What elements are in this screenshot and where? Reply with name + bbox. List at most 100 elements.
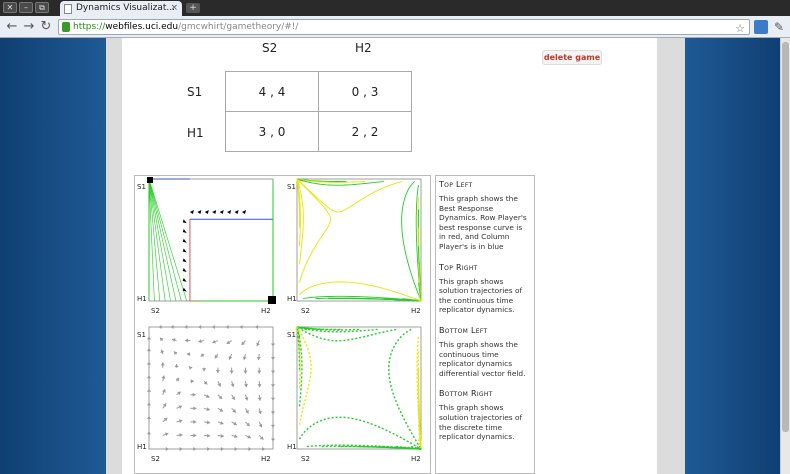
forward-icon[interactable]: → bbox=[23, 19, 35, 34]
arrowhead bbox=[219, 209, 224, 214]
vector-arrowhead bbox=[179, 447, 183, 451]
vector-arrowhead bbox=[233, 421, 237, 426]
delete-game-button[interactable]: delete game bbox=[542, 50, 602, 65]
payoff-cell-s1-h2: 0 , 3 bbox=[318, 71, 412, 112]
vector-arrowhead bbox=[165, 447, 169, 451]
vector-arrowhead bbox=[220, 447, 224, 451]
vector-arrowhead bbox=[256, 342, 260, 347]
axis-label-h2: H2 bbox=[411, 455, 421, 463]
back-icon[interactable]: ← bbox=[6, 19, 18, 34]
discrete-trajectory bbox=[296, 326, 312, 425]
plot-frame bbox=[148, 326, 274, 450]
page-background-right bbox=[685, 38, 780, 474]
vector-arrowhead bbox=[244, 396, 249, 401]
close-window-button[interactable]: ✕ bbox=[3, 2, 17, 13]
vector-arrowhead bbox=[217, 383, 222, 387]
description-title: Bottom Left bbox=[439, 325, 488, 335]
vector-arrowhead bbox=[163, 417, 168, 422]
vector-arrowhead bbox=[170, 325, 174, 329]
arrowhead bbox=[197, 209, 202, 214]
vector-arrowhead bbox=[179, 433, 183, 438]
equilibrium-point bbox=[268, 296, 276, 304]
tab-title: Dynamics Visualizat... bbox=[76, 3, 175, 13]
vector-arrowhead bbox=[172, 338, 176, 343]
vertical-scrollbar[interactable] bbox=[780, 38, 790, 474]
axis-label-h2: H2 bbox=[261, 455, 271, 463]
vector-arrowhead bbox=[193, 433, 197, 438]
vector-arrowhead bbox=[218, 395, 223, 400]
axis-label-h1: H1 bbox=[287, 443, 297, 451]
vector-arrowhead bbox=[192, 392, 196, 397]
trajectory-line bbox=[148, 178, 166, 302]
trajectory-line bbox=[148, 178, 155, 302]
url-host: webfiles.uci.edu bbox=[105, 22, 179, 32]
vector-arrowhead bbox=[158, 325, 162, 329]
vector-arrowhead bbox=[271, 357, 275, 361]
axis-label-s2: S2 bbox=[301, 307, 310, 315]
new-tab-button[interactable]: + bbox=[186, 3, 200, 13]
vector-arrowhead bbox=[175, 377, 179, 382]
plot-frame bbox=[296, 326, 422, 450]
tab-close-icon[interactable]: × bbox=[170, 3, 178, 13]
scrollbar-thumb[interactable] bbox=[782, 42, 789, 432]
address-bar[interactable]: https://webfiles.uci.edu/gmcwhirt/gameth… bbox=[58, 19, 750, 35]
vector-arrowhead bbox=[271, 438, 275, 442]
reload-icon[interactable]: ↻ bbox=[40, 19, 52, 34]
vector-field-plot bbox=[147, 325, 275, 451]
trajectory-line bbox=[299, 281, 422, 302]
payoff-row: 4 , 4 0 , 3 bbox=[225, 71, 412, 112]
vector-arrowhead bbox=[232, 409, 236, 413]
payoff-matrix: 4 , 4 0 , 3 3 , 0 2 , 2 bbox=[225, 71, 412, 152]
best-response-graph: S1 H1 S2 H2 bbox=[135, 176, 283, 324]
trajectory-line bbox=[296, 178, 304, 265]
arrowhead bbox=[212, 209, 217, 214]
description-text: This graph shows solution trajectories o… bbox=[439, 403, 523, 442]
discrete-trajectory bbox=[298, 416, 422, 450]
trajectory-line bbox=[148, 178, 161, 302]
axis-label-s2: S2 bbox=[151, 307, 160, 315]
vector-arrowhead bbox=[271, 370, 275, 374]
vector-arrowhead bbox=[243, 370, 248, 374]
vector-arrowhead bbox=[203, 380, 208, 385]
vector-arrowhead bbox=[186, 352, 190, 357]
arrowhead bbox=[234, 209, 239, 214]
arrowhead bbox=[182, 229, 187, 234]
arrowhead bbox=[242, 209, 246, 214]
axis-label-h1: H1 bbox=[287, 295, 297, 303]
vector-arrowhead bbox=[220, 420, 224, 425]
payoff-row: 3 , 0 2 , 2 bbox=[225, 111, 412, 152]
extension-icon[interactable] bbox=[754, 20, 768, 34]
axis-label-s1: S1 bbox=[287, 183, 296, 191]
vector-arrowhead bbox=[161, 375, 166, 379]
browser-tab[interactable]: Dynamics Visualizat... × bbox=[60, 1, 182, 16]
discrete-trajectory bbox=[377, 445, 421, 450]
discrete-trajectory bbox=[296, 326, 397, 342]
payoff-cell-s1-s2: 4 , 4 bbox=[225, 71, 319, 112]
wrench-icon[interactable]: ✎ bbox=[773, 20, 785, 34]
vector-arrowhead bbox=[214, 354, 219, 359]
url-path: /gmcwhirt/gametheory/#!/ bbox=[178, 22, 299, 32]
trajectory-line bbox=[148, 178, 177, 302]
column-header-h2: H2 bbox=[355, 41, 372, 55]
vector-arrowhead bbox=[206, 420, 211, 425]
vector-arrowhead bbox=[193, 447, 197, 451]
vector-arrowhead bbox=[230, 383, 235, 387]
vector-arrowhead bbox=[147, 348, 151, 352]
vector-arrowhead bbox=[257, 370, 262, 374]
vector-arrowhead bbox=[231, 396, 235, 400]
axis-label-s1: S1 bbox=[287, 331, 296, 339]
axis-label-s1: S1 bbox=[137, 183, 146, 191]
arrowhead bbox=[182, 219, 187, 224]
vector-arrowhead bbox=[177, 391, 181, 396]
arrowhead bbox=[182, 287, 187, 292]
minimize-window-button[interactable]: – bbox=[19, 2, 33, 13]
bookmark-star-icon[interactable]: ☆ bbox=[735, 22, 745, 35]
restore-window-button[interactable]: ⧉ bbox=[35, 2, 49, 13]
vector-arrowhead bbox=[159, 337, 164, 342]
vector-arrowhead bbox=[193, 419, 197, 424]
description-title: Top Left bbox=[439, 180, 473, 189]
vector-arrowhead bbox=[241, 341, 245, 346]
vector-arrowhead bbox=[245, 409, 249, 414]
vector-arrowhead bbox=[220, 433, 224, 438]
trajectory-line bbox=[296, 178, 331, 283]
